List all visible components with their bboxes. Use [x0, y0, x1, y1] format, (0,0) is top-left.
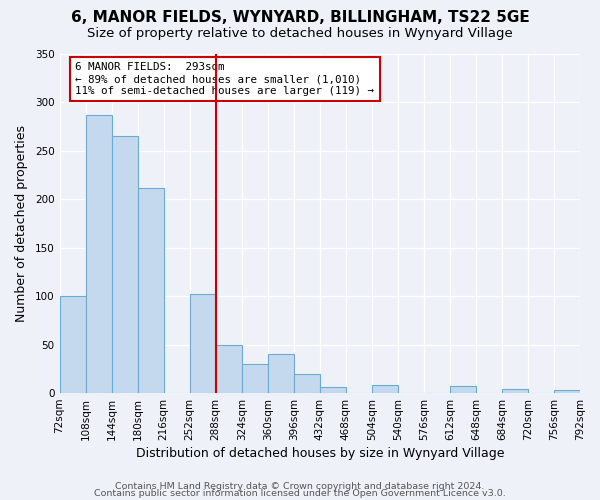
Bar [554, 390, 580, 393]
Bar [320, 388, 346, 393]
Text: Size of property relative to detached houses in Wynyard Village: Size of property relative to detached ho… [87, 28, 513, 40]
Bar [372, 386, 398, 393]
Bar [59, 296, 86, 393]
Bar [86, 115, 112, 393]
Bar [112, 136, 137, 393]
Bar [294, 374, 320, 393]
Bar [215, 344, 242, 393]
Bar [190, 294, 215, 393]
Bar [137, 188, 164, 393]
Bar [242, 364, 268, 393]
Bar [268, 354, 294, 393]
Text: Contains HM Land Registry data © Crown copyright and database right 2024.: Contains HM Land Registry data © Crown c… [115, 482, 485, 491]
Text: Contains public sector information licensed under the Open Government Licence v3: Contains public sector information licen… [94, 490, 506, 498]
Bar [502, 389, 528, 393]
Text: 6, MANOR FIELDS, WYNYARD, BILLINGHAM, TS22 5GE: 6, MANOR FIELDS, WYNYARD, BILLINGHAM, TS… [71, 10, 529, 25]
Text: 6 MANOR FIELDS:  293sqm
← 89% of detached houses are smaller (1,010)
11% of semi: 6 MANOR FIELDS: 293sqm ← 89% of detached… [75, 62, 374, 96]
Y-axis label: Number of detached properties: Number of detached properties [15, 125, 28, 322]
X-axis label: Distribution of detached houses by size in Wynyard Village: Distribution of detached houses by size … [136, 447, 504, 460]
Bar [450, 386, 476, 393]
